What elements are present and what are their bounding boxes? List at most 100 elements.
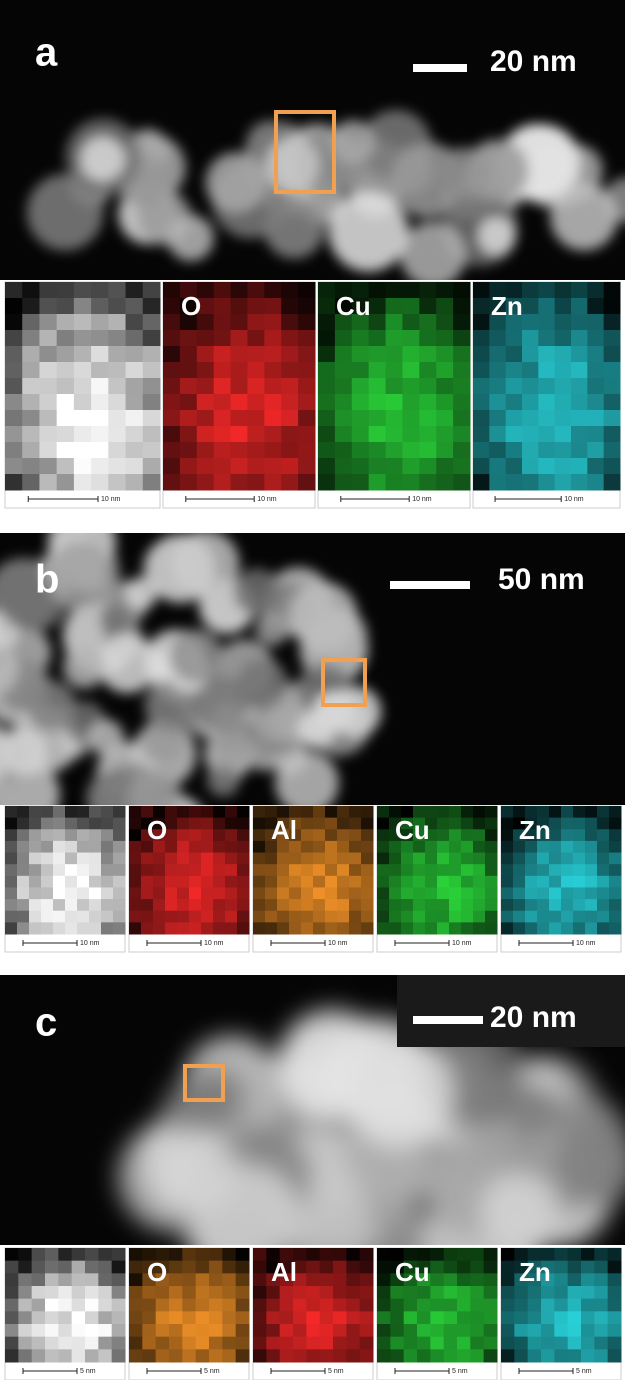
map-pixel [506, 362, 523, 379]
map-pixel [568, 1248, 582, 1261]
map-pixel [453, 378, 470, 395]
map-pixel [444, 1349, 458, 1362]
map-pixel [522, 282, 539, 299]
map-pixel [85, 1299, 99, 1312]
map-pixel [430, 1311, 444, 1324]
map-pixel [554, 1299, 568, 1312]
map-pixel [65, 829, 78, 841]
map-pixel [335, 362, 352, 379]
map-pixel [112, 1261, 126, 1274]
map-pixel [39, 426, 57, 443]
map-pixel [609, 899, 622, 911]
element-label: Al [271, 815, 297, 845]
map-pixel [419, 346, 436, 363]
map-pixel [77, 829, 90, 841]
map-pixel [301, 899, 314, 911]
map-pixel [196, 1261, 210, 1274]
map-pixel [253, 829, 266, 841]
map-pixel [39, 378, 57, 395]
element-map: Cu10 nm [318, 282, 471, 508]
map-pixel [293, 1286, 307, 1299]
map-pixel [213, 806, 226, 818]
map-pixel [430, 1248, 444, 1261]
map-pixel [513, 876, 526, 888]
map-pixel [425, 864, 438, 876]
map-pixel [53, 864, 66, 876]
map-pixel [264, 426, 281, 443]
map-pixel [506, 474, 523, 491]
map-pixel [197, 394, 214, 411]
map-pixel [89, 841, 102, 853]
map-pixel [231, 282, 248, 299]
map-pixel [554, 1311, 568, 1324]
map-pixel [604, 378, 621, 395]
map-pixel [153, 853, 166, 865]
map-pixel [413, 911, 426, 923]
map-pixel [247, 346, 264, 363]
map-pixel [129, 1324, 143, 1337]
particle [265, 138, 320, 193]
map-pixel [335, 346, 352, 363]
map-pixel [425, 853, 438, 865]
map-pixel [141, 911, 154, 923]
map-pixel [85, 1349, 99, 1362]
map-pixel [57, 442, 75, 459]
map-pixel [568, 1349, 582, 1362]
map-pixel [485, 806, 498, 818]
map-pixel [89, 864, 102, 876]
map-pixel [549, 911, 562, 923]
map-pixel [436, 378, 453, 395]
map-pixel [473, 394, 490, 411]
map-pixel [594, 1299, 608, 1312]
map-pixel [45, 1349, 59, 1362]
map-pixel [320, 1324, 334, 1337]
map-scale-label: 10 nm [80, 940, 100, 947]
map-pixel [253, 1273, 267, 1286]
map-pixel [225, 899, 238, 911]
map-pixel [65, 887, 78, 899]
map-pixel [419, 442, 436, 459]
map-pixel [609, 853, 622, 865]
scale-bar-label: 50 nm [498, 563, 585, 596]
map-pixel [430, 1286, 444, 1299]
map-pixel [41, 829, 54, 841]
map-pixel [237, 922, 250, 934]
map-pixel [453, 298, 470, 315]
map-pixel [214, 442, 231, 459]
map-pixel [522, 330, 539, 347]
map-scale-label: 10 nm [257, 496, 277, 503]
map-pixel [449, 806, 462, 818]
map-pixel [609, 806, 622, 818]
map-pixel [77, 876, 90, 888]
map-pixel [473, 330, 490, 347]
map-pixel [313, 818, 326, 830]
map-pixel [561, 841, 574, 853]
map-pixel [413, 887, 426, 899]
map-pixel [501, 922, 514, 934]
map-pixel [143, 314, 161, 331]
map-pixel [306, 1349, 320, 1362]
map-pixel [39, 474, 57, 491]
map-pixel [89, 887, 102, 899]
map-pixel [573, 806, 586, 818]
map-pixel [430, 1337, 444, 1350]
map-pixel [17, 899, 30, 911]
map-pixel [45, 1273, 59, 1286]
map-pixel [470, 1273, 484, 1286]
map-pixel [489, 426, 506, 443]
map-pixel [169, 1311, 183, 1324]
map-pixel [197, 378, 214, 395]
map-pixel [53, 887, 66, 899]
map-pixel [196, 1311, 210, 1324]
map-pixel [501, 1261, 515, 1274]
map-pixel [98, 1337, 112, 1350]
map-pixel [604, 314, 621, 331]
map-pixel [112, 1273, 126, 1286]
map-pixel [538, 426, 555, 443]
map-pixel [571, 394, 588, 411]
map-pixel [369, 298, 386, 315]
map-pixel [189, 911, 202, 923]
map-pixel [266, 1349, 280, 1362]
map-pixel [129, 876, 142, 888]
map-pixel [77, 864, 90, 876]
